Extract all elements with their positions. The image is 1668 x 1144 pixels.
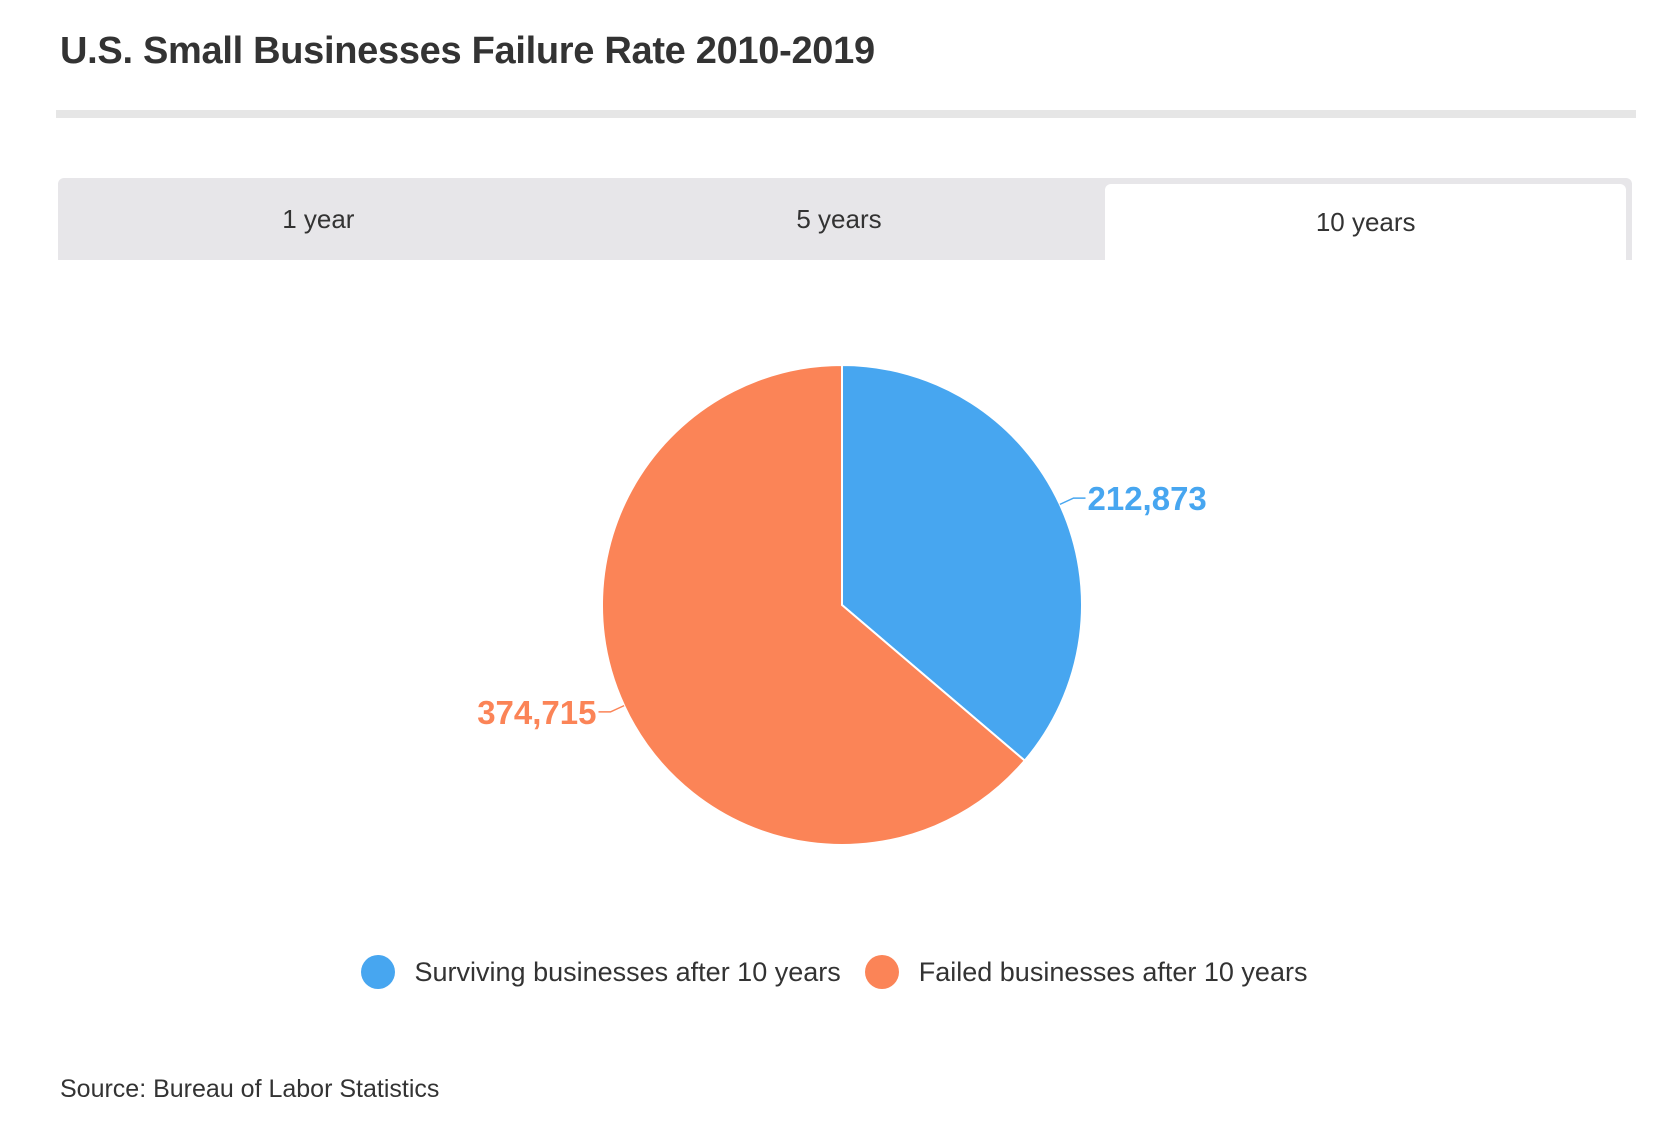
data-label-surviving: 212,873: [1088, 480, 1207, 517]
source-note: Source: Bureau of Labor Statistics: [60, 1075, 440, 1103]
legend-item-failed[interactable]: Failed businesses after 10 years: [864, 955, 1308, 989]
legend-dot-failed: [864, 955, 899, 989]
chart-legend: Surviving businesses after 10 years Fail…: [0, 955, 1668, 989]
page-title: U.S. Small Businesses Failure Rate 2010-…: [60, 30, 875, 72]
legend-label-surviving: Surviving businesses after 10 years: [414, 956, 841, 987]
connector-failed: [598, 704, 625, 713]
legend-item-surviving[interactable]: Surviving businesses after 10 years: [360, 955, 841, 989]
data-label-failed: 374,715: [477, 694, 596, 731]
pie-slice-failed[interactable]: [601, 363, 1027, 846]
tab-bar: 1 year 5 years 10 years: [58, 178, 1632, 260]
legend-label-failed: Failed businesses after 10 years: [918, 956, 1308, 987]
pie-chart: 212,873 374,715: [0, 260, 1668, 900]
connector-surviving: [1059, 497, 1086, 506]
tab-10-years[interactable]: 10 years: [1105, 184, 1627, 260]
tab-5-years[interactable]: 5 years: [796, 203, 882, 234]
legend-dot-surviving: [360, 955, 395, 989]
pie-slice-surviving[interactable]: [841, 363, 1083, 763]
title-divider: [56, 110, 1636, 118]
pie-chart-svg: 212,873 374,715: [477, 363, 1207, 846]
tab-1-year[interactable]: 1 year: [282, 203, 355, 234]
